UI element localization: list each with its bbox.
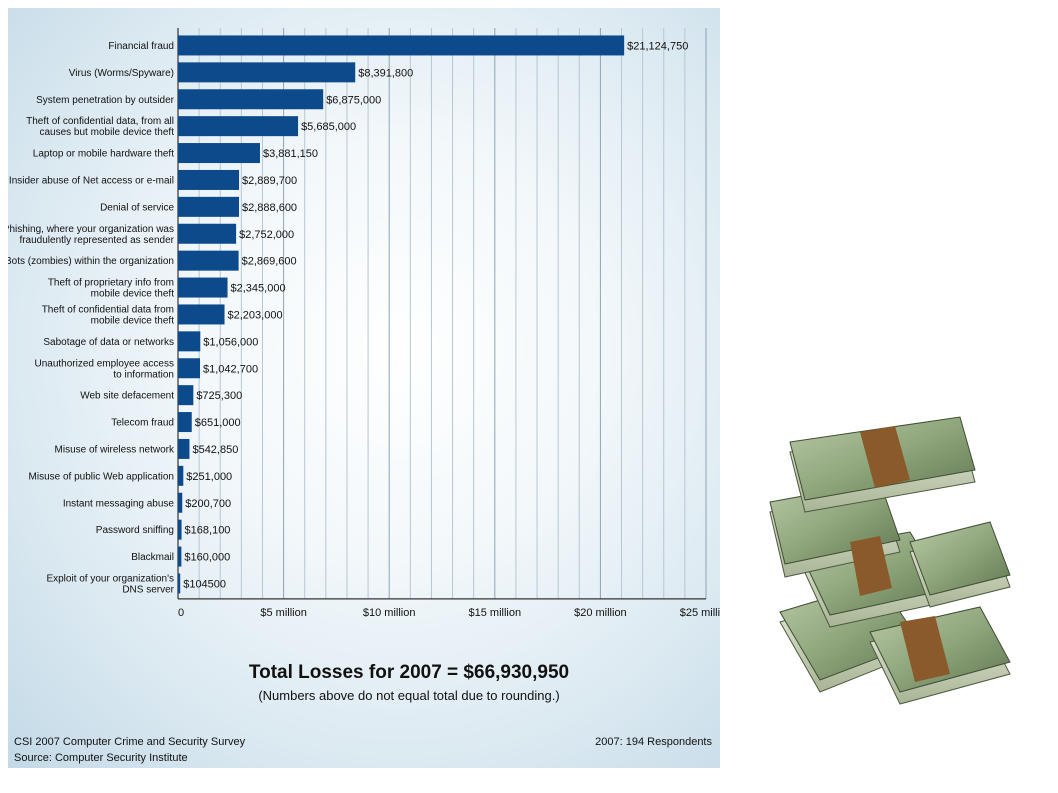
bar-value-label: $160,000 bbox=[184, 552, 230, 564]
footer-respondents: 2007: 194 Respondents bbox=[595, 736, 712, 748]
bar bbox=[178, 35, 625, 56]
bar-value-label: $2,869,600 bbox=[242, 256, 297, 268]
bar bbox=[178, 304, 225, 325]
x-tick-label: $5 million bbox=[260, 607, 306, 619]
bar-value-label: $3,881,150 bbox=[263, 148, 318, 160]
bar-value-label: $2,889,700 bbox=[242, 175, 297, 187]
bar-value-label: $2,752,000 bbox=[239, 229, 294, 241]
money-stack-icon bbox=[769, 416, 1011, 705]
bar-value-label: $651,000 bbox=[195, 417, 241, 429]
bar bbox=[178, 492, 183, 513]
bar-value-label: $8,391,800 bbox=[358, 67, 413, 79]
category-label: Blackmail bbox=[131, 552, 174, 563]
category-label: Theft of confidential data from mobile de… bbox=[42, 304, 175, 326]
bar bbox=[178, 465, 184, 486]
category-label: Misuse of public Web application bbox=[29, 471, 174, 482]
x-tick-label: $15 million bbox=[469, 607, 522, 619]
bar bbox=[178, 546, 182, 567]
bar-value-label: $21,124,750 bbox=[627, 40, 688, 52]
bar bbox=[178, 519, 182, 540]
bar-value-label: $104500 bbox=[183, 578, 226, 590]
bar bbox=[178, 143, 260, 164]
category-label: Instant messaging abuse bbox=[63, 498, 175, 509]
bar bbox=[178, 358, 201, 379]
category-label: Misuse of wireless network bbox=[55, 444, 175, 455]
category-label: Insider abuse of Net access or e-mail bbox=[9, 175, 174, 186]
bar bbox=[178, 62, 356, 83]
category-label: Bots (zombies) within the organization bbox=[8, 256, 174, 267]
x-tick-label: $10 million bbox=[363, 607, 416, 619]
category-label: Exploit of your organization's DNS server bbox=[46, 573, 174, 595]
rounding-note: (Numbers above do not equal total due to… bbox=[258, 688, 560, 703]
bar bbox=[178, 89, 324, 110]
bar bbox=[178, 277, 228, 298]
category-label: Phishing, where your organization was fra… bbox=[8, 224, 175, 246]
bar-value-label: $2,888,600 bbox=[242, 202, 297, 214]
bar bbox=[178, 196, 240, 217]
bar-value-label: $2,203,000 bbox=[228, 309, 283, 321]
bar bbox=[178, 438, 190, 459]
total-losses: Total Losses for 2007 = $66,930,950 bbox=[248, 662, 570, 683]
category-label: System penetration by outsider bbox=[36, 95, 175, 106]
category-label: Theft of proprietary info from mobile dev… bbox=[48, 278, 174, 300]
category-label: Web site defacement bbox=[80, 391, 174, 402]
bar-value-label: $1,056,000 bbox=[203, 336, 258, 348]
bar bbox=[178, 116, 299, 137]
category-label: Theft of confidential data, from all caus… bbox=[26, 116, 174, 138]
bar-chart: 0 $5 million $10 million $15 million $20 mil… bbox=[8, 28, 720, 619]
bar-value-label: $168,100 bbox=[185, 525, 231, 537]
category-label: Financial fraud bbox=[108, 41, 174, 52]
bar-value-label: $542,850 bbox=[192, 444, 238, 456]
footer-survey: CSI 2007 Computer Crime and Security Sur… bbox=[14, 736, 246, 748]
category-label: Sabotage of data or networks bbox=[43, 337, 174, 348]
bar-value-label: $1,042,700 bbox=[203, 363, 258, 375]
bar bbox=[178, 573, 181, 594]
bar-value-label: $200,700 bbox=[185, 498, 231, 510]
bar bbox=[178, 250, 239, 271]
bar-value-label: $6,875,000 bbox=[326, 94, 381, 106]
x-tick-label: 0 bbox=[178, 607, 184, 619]
bar-value-label: $251,000 bbox=[186, 471, 232, 483]
chart-panel: 0 $5 million $10 million $15 million $20 mil… bbox=[8, 8, 720, 768]
bar-value-label: $5,685,000 bbox=[301, 121, 356, 133]
money-bundle bbox=[769, 416, 1011, 705]
category-label: Virus (Worms/Spyware) bbox=[69, 68, 174, 79]
x-tick-label: $20 million bbox=[574, 607, 627, 619]
category-label: Denial of service bbox=[100, 202, 174, 213]
category-label: Laptop or mobile hardware theft bbox=[33, 149, 174, 160]
x-tick-label: $25 million bbox=[680, 607, 720, 619]
footer-source: Source: Computer Security Institute bbox=[14, 752, 188, 764]
category-label: Unauthorized employee access to informati… bbox=[34, 358, 174, 380]
bar bbox=[178, 385, 194, 406]
bar-value-label: $725,300 bbox=[196, 390, 242, 402]
category-label: Password sniffing bbox=[96, 525, 174, 536]
bar-value-label: $2,345,000 bbox=[231, 283, 286, 295]
bar bbox=[178, 223, 237, 244]
bar bbox=[178, 412, 192, 433]
bar bbox=[178, 169, 240, 190]
category-label: Telecom fraud bbox=[111, 418, 174, 429]
bar bbox=[178, 331, 201, 352]
